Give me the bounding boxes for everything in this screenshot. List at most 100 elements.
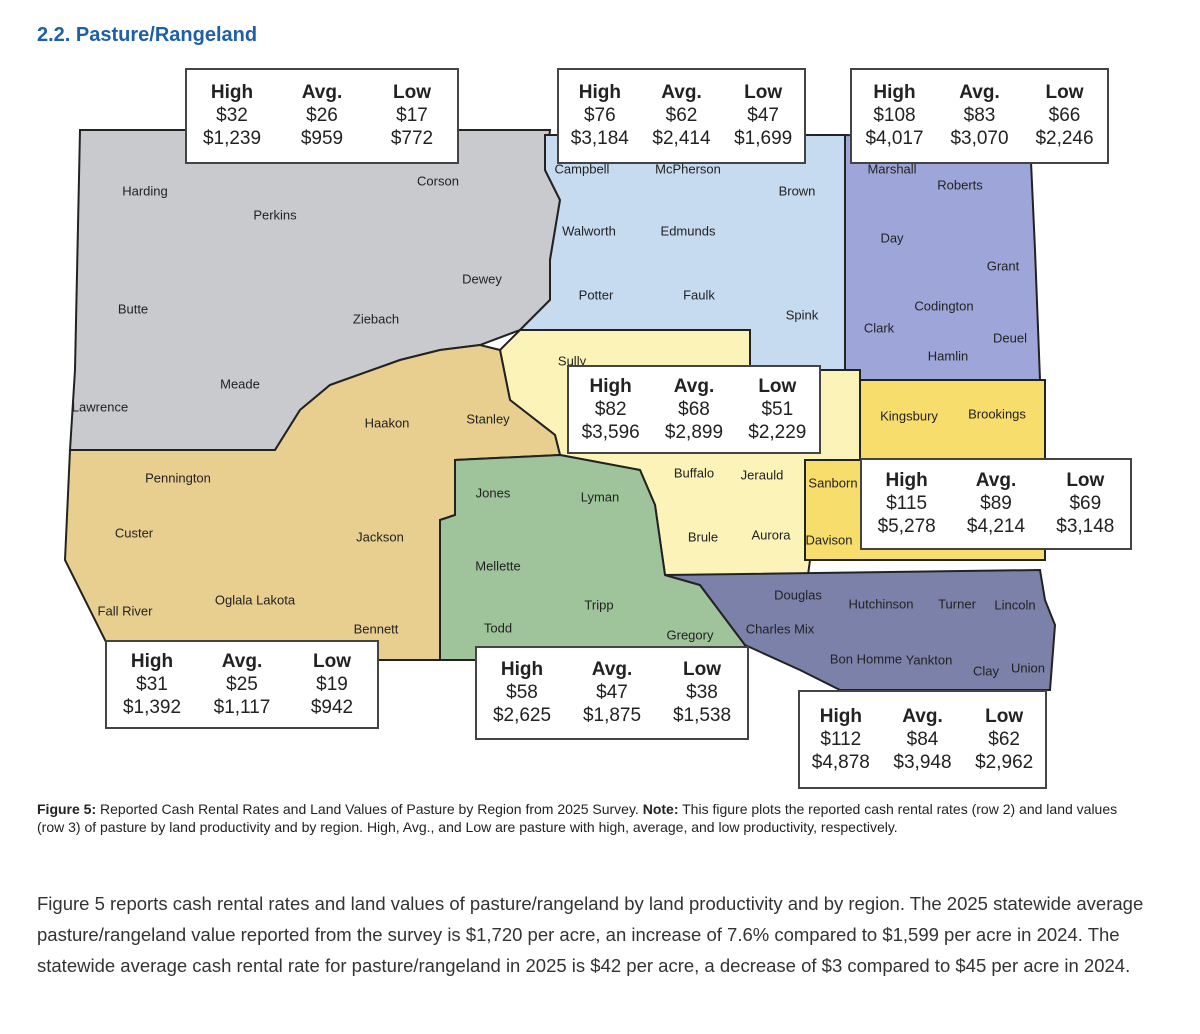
cell: $3,184	[570, 128, 629, 149]
region-box: High Avg. Low $82 $68 $51 $3,596 $2,899 $2,229	[567, 365, 821, 454]
column-header: Low	[744, 82, 783, 103]
paragraph: Figure 5 reports cash rental rates and l…	[37, 893, 1144, 976]
county-label: McPherson	[655, 161, 721, 176]
column-header: Avg.	[301, 82, 343, 103]
cell: $1,538	[672, 705, 732, 726]
cell: $31	[136, 673, 168, 695]
county-label: Dewey	[462, 271, 502, 286]
cell: $2,246	[1035, 128, 1094, 149]
county-label: Charles Mix	[746, 621, 815, 636]
county-label: Buffalo	[674, 465, 714, 480]
county-label: Sully	[558, 353, 587, 368]
column-header: Low	[1066, 470, 1105, 491]
cell: $115	[886, 493, 928, 514]
caption: Figure 5: Reported Cash Rental Rates and…	[37, 800, 1147, 836]
column-header: Low	[683, 659, 721, 680]
column-header: Low	[313, 650, 351, 672]
county-label: Grant	[987, 258, 1020, 273]
column-header: High	[210, 82, 254, 103]
cell: $1,392	[122, 696, 182, 718]
county-label: Lawrence	[72, 399, 128, 414]
cell: $82	[594, 398, 627, 420]
note-text: This figure plots the reported cash rent…	[37, 801, 1118, 835]
column-header: Low	[758, 375, 797, 397]
county-label: Haakon	[365, 415, 410, 430]
cell: $1,875	[582, 705, 642, 726]
county-label: Edmunds	[661, 223, 716, 238]
column-header: Avg.	[591, 659, 633, 680]
cell: $26	[306, 105, 338, 126]
column-header: Avg.	[902, 705, 943, 727]
column-header: Low	[393, 82, 431, 103]
region	[63, 343, 562, 661]
column-header: High	[500, 659, 544, 680]
cell: $4,017	[865, 128, 924, 149]
county-label: Campbell	[555, 161, 610, 176]
county-label: Faulk	[683, 287, 715, 302]
caption-label: Figure 5:	[37, 801, 97, 817]
cell: $2,625	[492, 705, 552, 726]
cell: $3,948	[893, 751, 952, 773]
cell: $3,596	[581, 421, 640, 443]
cell: $51	[761, 398, 794, 420]
county-label: Butte	[118, 301, 148, 316]
cell: $772	[390, 128, 434, 149]
cell: $76	[583, 105, 616, 126]
cell: $47	[747, 105, 779, 126]
column-header: High	[873, 82, 916, 103]
cell: $1,239	[202, 128, 262, 149]
cell: $2,414	[652, 128, 711, 149]
column-header: High	[819, 705, 862, 727]
county-label: Davison	[806, 532, 853, 547]
county-label: Spink	[786, 307, 819, 322]
cell: $17	[396, 105, 428, 126]
cell: $58	[506, 682, 538, 703]
county-label: Gregory	[667, 627, 714, 642]
region-box: High Avg. Low $115 $89 $69 $5,278 $4,214 $3,148	[860, 458, 1132, 550]
column-header: High	[578, 82, 621, 103]
county-label: Clay	[973, 663, 1000, 678]
county-label: Hutchinson	[848, 596, 913, 611]
cell: $1,117	[213, 696, 271, 718]
region-box: High Avg. Low $108 $83 $66 $4,017 $3,070 $2,246	[850, 68, 1109, 164]
cell: $89	[980, 493, 1012, 514]
region-box: High Avg. Low $76 $62 $47 $3,184 $2,414 $1,699	[557, 68, 806, 164]
cell: $19	[316, 673, 348, 695]
column-header: Avg.	[673, 375, 715, 397]
county-label: Codington	[914, 298, 973, 313]
county-label: Douglas	[774, 587, 822, 602]
county-label: Walworth	[562, 223, 616, 238]
county-label: Brown	[779, 183, 816, 198]
column-header: Avg.	[221, 650, 263, 672]
county-label: Potter	[579, 287, 614, 302]
county-label: Aurora	[751, 527, 791, 542]
region-box: High Avg. Low $32 $26 $17 $1,239 $959 $772	[185, 68, 459, 164]
county-label: Custer	[115, 525, 154, 540]
cell: $4,878	[811, 751, 870, 773]
county-label: Clark	[864, 320, 895, 335]
cell: $38	[686, 682, 718, 703]
cell: $62	[665, 105, 698, 126]
county-label: Pennington	[145, 470, 211, 485]
county-label: Bennett	[354, 621, 399, 636]
cell: $68	[678, 398, 710, 420]
column-header: Avg.	[975, 470, 1017, 491]
county-label: Ziebach	[353, 311, 399, 326]
county-label: Tripp	[584, 597, 613, 612]
county-label: Union	[1011, 660, 1045, 675]
county-label: Day	[880, 230, 904, 245]
cell: $25	[226, 673, 258, 695]
county-label: Lyman	[581, 489, 620, 504]
note-label: Note:	[642, 801, 679, 817]
caption-text: Reported Cash Rental Rates and Land Valu…	[96, 801, 643, 817]
column-header: Avg.	[959, 82, 1000, 103]
county-label: Sanborn	[808, 475, 857, 490]
county-label: Fall River	[98, 603, 154, 618]
cell: $3,148	[1056, 516, 1115, 537]
county-label: Stanley	[466, 411, 510, 426]
cell: $2,899	[664, 421, 724, 443]
cell: $84	[906, 728, 939, 750]
region-box: High Avg. Low $112 $84 $62 $4,878 $3,948 $2,962	[798, 690, 1047, 789]
cell: $2,229	[748, 421, 807, 443]
